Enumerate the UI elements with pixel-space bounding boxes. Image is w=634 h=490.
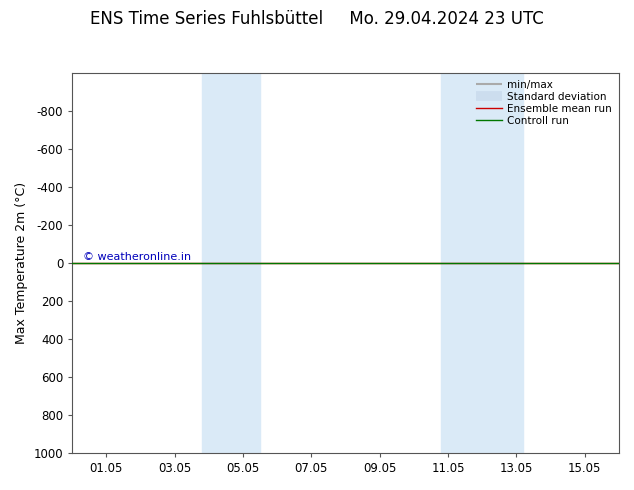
Text: © weatheronline.in: © weatheronline.in bbox=[83, 252, 191, 262]
Y-axis label: Max Temperature 2m (°C): Max Temperature 2m (°C) bbox=[15, 182, 28, 344]
Bar bbox=[202, 73, 260, 453]
Bar bbox=[441, 73, 523, 453]
Legend: min/max, Standard deviation, Ensemble mean run, Controll run: min/max, Standard deviation, Ensemble me… bbox=[474, 78, 614, 128]
Text: ENS Time Series Fuhlsbüttel     Mo. 29.04.2024 23 UTC: ENS Time Series Fuhlsbüttel Mo. 29.04.20… bbox=[90, 10, 544, 28]
